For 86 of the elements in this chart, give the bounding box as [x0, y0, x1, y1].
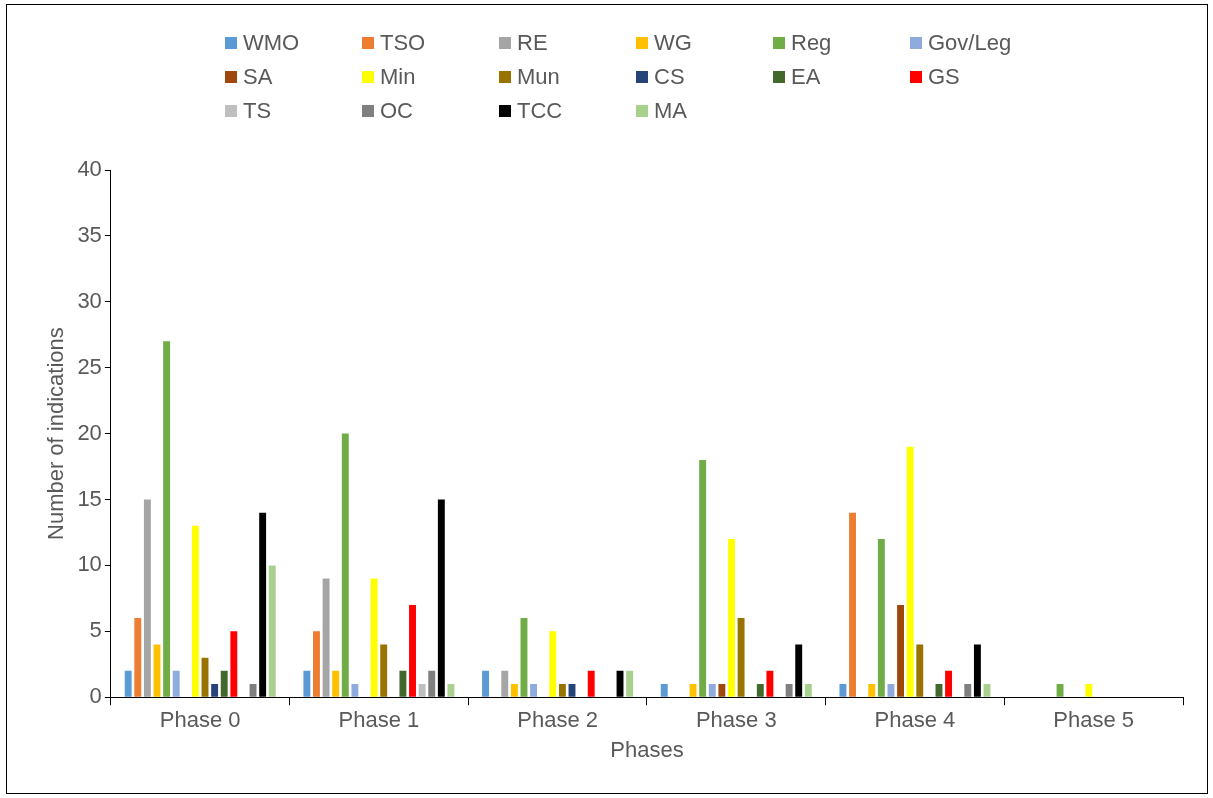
bar [191, 525, 199, 697]
x-tick-label: Phase 1 [338, 707, 420, 733]
x-tick-label: Phase 3 [695, 707, 777, 733]
legend-label: Mun [517, 64, 560, 90]
bar [737, 618, 745, 697]
bar [887, 684, 895, 697]
legend-label: TCC [517, 98, 563, 124]
bar [906, 446, 914, 697]
y-tick-label: 15 [77, 485, 102, 511]
bar [868, 684, 876, 697]
bar [482, 670, 490, 697]
bar [351, 684, 359, 697]
bar [728, 539, 735, 697]
legend-label: MA [654, 98, 687, 124]
bar [766, 670, 774, 697]
legend-label: SA [243, 64, 273, 90]
y-tick-label: 25 [77, 353, 102, 379]
bar [163, 341, 171, 697]
bar [322, 578, 330, 697]
bar [839, 684, 847, 697]
bar [626, 670, 634, 697]
x-axis-title: Phases [610, 736, 684, 762]
legend-label: Gov/Leg [928, 30, 1012, 56]
x-tick-label: Phase 0 [159, 707, 241, 733]
bar [230, 631, 238, 697]
y-tick-label: 40 [77, 156, 102, 182]
bar [447, 684, 455, 697]
bar [211, 684, 219, 697]
bar [587, 670, 595, 697]
y-tick-label: 0 [89, 683, 102, 709]
legend-label: Reg [791, 30, 832, 56]
y-axis-title: Number of indications [43, 327, 69, 540]
x-tick-label: Phase 5 [1053, 707, 1135, 733]
bar [313, 631, 320, 697]
bar [418, 684, 426, 697]
y-tick-label: 35 [77, 221, 102, 247]
y-tick-label: 5 [89, 617, 102, 643]
bar [143, 499, 151, 697]
x-tick-label: Phase 4 [874, 707, 956, 733]
legend-label: OC [380, 98, 413, 124]
bar [303, 670, 311, 697]
bar [660, 684, 668, 697]
bar [756, 684, 764, 697]
bar [897, 604, 905, 697]
legend-label: WMO [243, 30, 300, 56]
bar [341, 433, 349, 697]
bar [964, 684, 972, 697]
bar [916, 644, 924, 697]
bar [804, 684, 812, 697]
bar [172, 670, 180, 697]
bar [428, 670, 436, 697]
bar [510, 684, 518, 697]
bar [409, 604, 416, 697]
bar [718, 684, 726, 697]
bar [708, 684, 716, 697]
bar [849, 512, 856, 697]
y-tick-label: 10 [77, 551, 102, 577]
bar [549, 631, 557, 697]
bar [399, 670, 407, 697]
y-tick-label: 20 [77, 419, 102, 445]
legend-label: CS [654, 64, 685, 90]
bar [530, 684, 538, 697]
bar [877, 539, 885, 697]
bar [134, 618, 142, 697]
bar [699, 459, 707, 697]
bar [1085, 684, 1093, 697]
legend-label: TS [243, 98, 272, 124]
bar [380, 644, 388, 697]
legend-label: TSO [380, 30, 426, 56]
bar [370, 578, 378, 697]
bar [268, 565, 276, 697]
bar [501, 670, 509, 697]
legend-label: GS [928, 64, 960, 90]
y-tick-label: 30 [77, 287, 102, 313]
legend-label: WG [654, 30, 692, 56]
legend-label: RE [517, 30, 548, 56]
bar [945, 670, 953, 697]
bar [332, 670, 340, 697]
x-tick-label: Phase 2 [517, 707, 598, 733]
bar [785, 684, 793, 697]
legend-label: Min [380, 64, 416, 90]
bar [220, 670, 228, 697]
bar [558, 684, 566, 697]
bar [689, 684, 697, 697]
legend-label: EA [791, 64, 821, 90]
bar [124, 670, 132, 697]
